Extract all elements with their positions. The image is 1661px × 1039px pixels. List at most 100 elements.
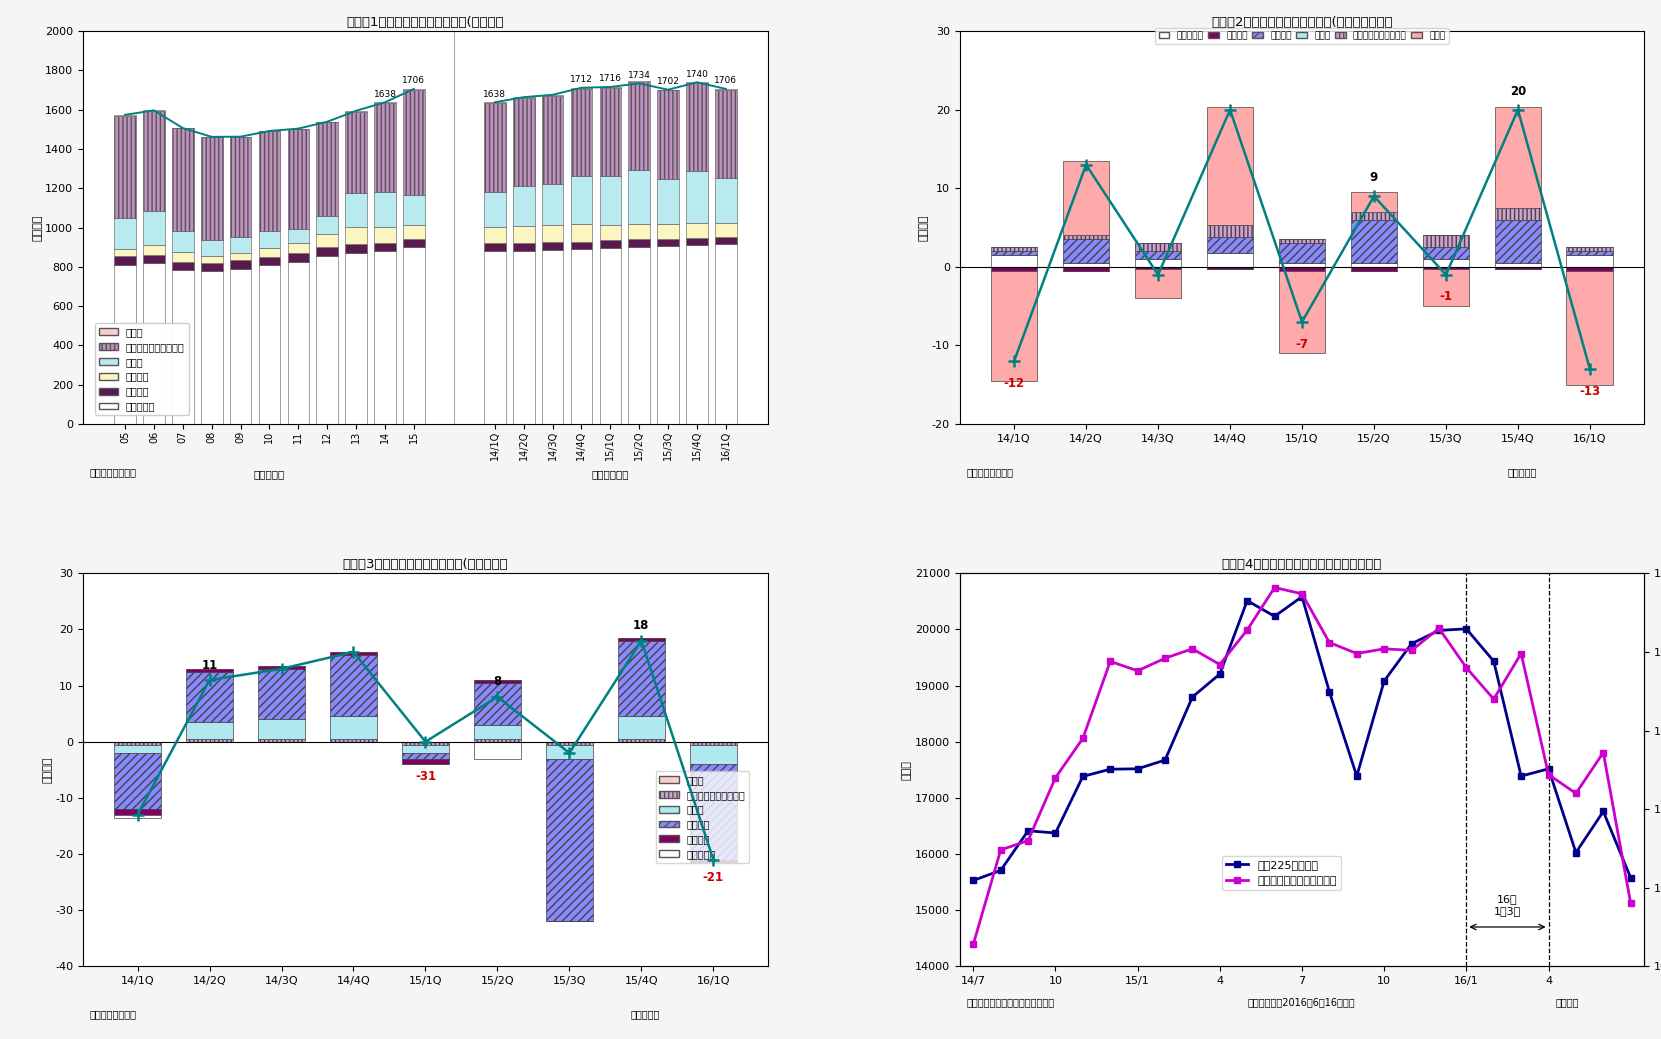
Bar [600,87,621,176]
Bar [1566,267,1613,271]
Bar [115,256,136,265]
Bar [404,239,425,247]
Title: （図表2）　家計の金融資産増減(フローの動き）: （図表2） 家計の金融資産増減(フローの動き） [1211,16,1394,29]
Bar [201,263,223,271]
Bar [173,129,194,231]
Bar [1279,267,1325,271]
Bar [689,745,737,765]
Bar [1495,107,1541,208]
Text: （資料）日本銀行: （資料）日本銀行 [90,1009,136,1019]
Bar [1134,267,1181,269]
Title: （図表4）　株価と為替の推移（月次終値）: （図表4） 株価と為替の推移（月次終値） [1222,558,1382,570]
Bar [374,251,395,424]
日経225平均株価 [1183,691,1203,703]
ドル円レート（右メモリ） [1292,588,1312,601]
Bar [229,137,251,238]
日経225平均株価 [1428,624,1448,637]
Bar [1134,251,1181,259]
ドル円レート（右メモリ） [1374,642,1394,655]
Text: -7: -7 [1296,338,1309,350]
日経225平均株価 [1457,622,1477,635]
Bar [402,745,448,753]
Text: 1706: 1706 [714,77,737,85]
ドル円レート（右メモリ） [1402,644,1422,657]
Bar [714,237,737,244]
日経225平均株価 [1319,686,1339,698]
日経225平均株価 [1483,655,1503,667]
Bar [513,98,535,186]
ドル円レート（右メモリ） [1183,642,1203,655]
Bar [404,224,425,239]
Bar [1495,263,1541,267]
Bar [173,270,194,424]
Title: （図表1）　家計の金融資産残高(グロス）: （図表1） 家計の金融資産残高(グロス） [347,16,505,29]
Title: （図表3）　家計の金融資産残高(時価変動）: （図表3） 家計の金融資産残高(時価変動） [342,558,508,570]
日経225平均株価 [1593,805,1613,818]
Bar [571,177,593,224]
Text: 18: 18 [633,619,649,633]
ドル円レート（右メモリ） [1264,581,1284,593]
Bar [1206,225,1254,237]
Bar [1566,256,1613,267]
Bar [1350,267,1397,271]
Y-axis label: （兆円）: （兆円） [43,756,53,783]
ドル円レート（右メモリ） [1512,647,1531,660]
Bar [115,745,161,753]
Bar [1206,237,1254,252]
Bar [473,742,522,758]
Bar [1566,251,1613,256]
Bar [513,186,535,227]
Bar [201,271,223,424]
Bar [1206,267,1254,269]
Text: （資料）日本銀行: （資料）日本銀行 [967,468,1013,477]
Bar [546,745,593,758]
Bar [1134,259,1181,267]
Bar [229,252,251,260]
Bar [345,252,367,424]
Bar [115,815,161,818]
Bar [658,223,679,239]
Text: （資料）日本銀行、日本経済新聞: （資料）日本銀行、日本経済新聞 [967,997,1055,1008]
Bar [1134,243,1181,251]
ドル円レート（右メモリ） [990,844,1010,856]
Bar [1063,236,1110,239]
Bar [1495,220,1541,263]
Text: （四半期末）: （四半期末） [591,470,630,479]
Legend: その他, 保険・年金・定額保証, 株式等, 投資信託, 債務証券, 現金・預金: その他, 保険・年金・定額保証, 株式等, 投資信託, 債務証券, 現金・預金 [656,771,749,863]
Bar [658,90,679,179]
Bar [686,83,708,170]
Bar [541,225,563,242]
日経225平均株価 [1374,674,1394,687]
Bar [115,809,161,815]
Text: -13: -13 [1580,384,1601,398]
Bar [990,267,1038,271]
Bar [1206,107,1254,225]
ドル円レート（右メモリ） [1018,834,1038,847]
Bar [714,89,737,178]
Bar [473,725,522,739]
Text: 1740: 1740 [686,70,709,79]
Text: （四半期）: （四半期） [1508,468,1536,477]
ドル円レート（右メモリ） [1347,647,1367,660]
Bar [316,216,339,235]
ドル円レート（右メモリ） [1621,897,1641,909]
ドル円レート（右メモリ） [1457,662,1477,674]
Bar [483,251,505,424]
Text: （年月）: （年月） [1555,997,1580,1008]
日経225平均株価 [1566,847,1586,859]
Bar [345,228,367,244]
Bar [1566,271,1613,384]
Bar [990,251,1038,256]
Bar [1422,236,1470,247]
ドル円レート（右メモリ） [1237,623,1257,636]
日経225平均株価 [1128,763,1148,775]
Bar [316,123,339,216]
Bar [628,169,649,223]
Bar [143,255,164,263]
Bar [1279,239,1325,243]
Bar [990,271,1038,381]
Bar [628,82,649,169]
Bar [689,742,737,745]
Bar [115,248,136,256]
Text: 1638: 1638 [483,89,507,99]
